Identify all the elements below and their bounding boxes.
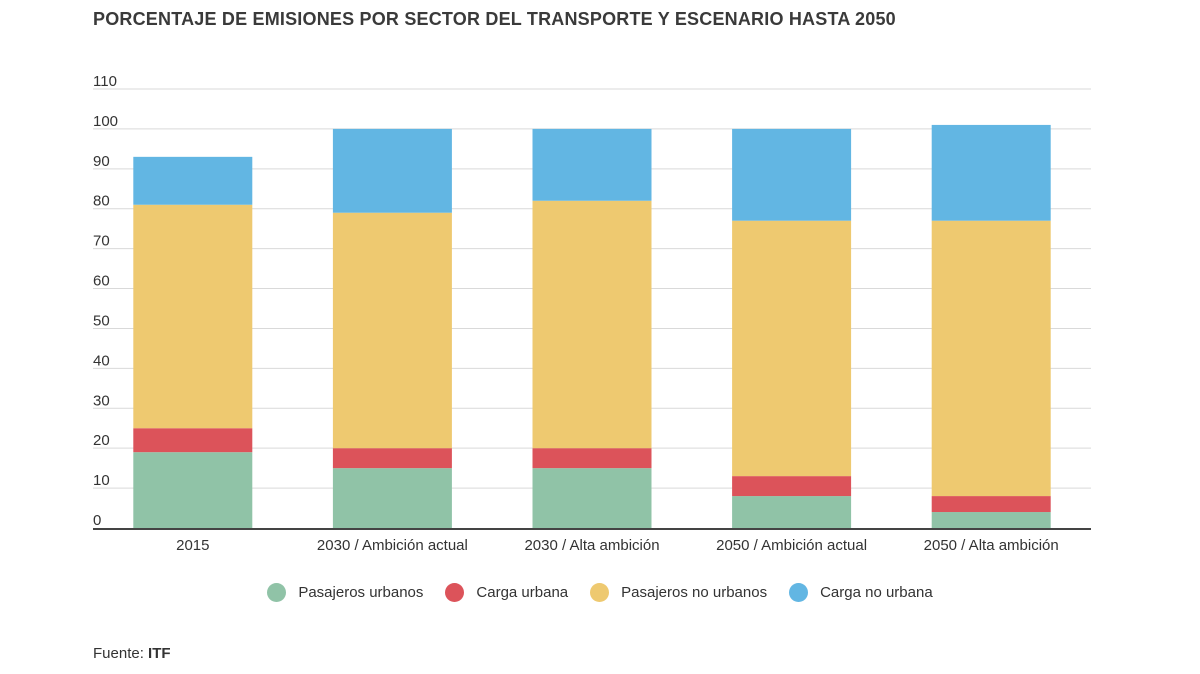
bar-segment [532,468,652,528]
y-tick-label: 70 [93,233,110,250]
y-tick-label: 40 [93,352,110,369]
legend-label: Carga no urbana [820,584,933,601]
y-tick-label: 100 [93,113,118,130]
bar-segment [532,448,652,469]
chart-title: PORCENTAJE DE EMISIONES POR SECTOR DEL T… [93,9,896,29]
bar-segment [931,124,1051,221]
y-tick-label: 60 [93,273,110,290]
bar-segment [931,496,1051,513]
bar-segment [332,468,452,528]
y-tick-label: 10 [93,472,110,489]
legend-label: Pasajeros urbanos [298,584,424,601]
x-tick-label: 2030 / Ambición actual [317,537,468,554]
source-note: Fuente: ITF [93,645,171,662]
legend-item: Pasajeros urbanos [267,583,423,602]
legend-label: Pasajeros no urbanos [621,584,768,601]
chart-legend: Pasajeros urbanos Carga urbana Pasajeros n… [0,583,1200,602]
bar-segment [133,428,253,453]
bar-segment [133,156,253,205]
y-tick-label: 90 [93,153,110,170]
legend-swatch [789,583,809,602]
bar-segment [332,128,452,213]
y-tick-label: 0 [93,512,101,529]
legend-item: Carga no urbana [789,583,933,602]
y-tick-label: 110 [93,73,117,90]
bar-segment [332,448,452,469]
bar-segment [133,452,253,528]
x-tick-label: 2030 / Alta ambición [524,537,659,554]
y-tick-label: 20 [93,432,110,449]
bar-segment [732,128,852,221]
bar-segment [732,496,852,528]
legend-swatch [445,583,465,602]
x-tick-label: 2050 / Alta ambición [924,537,1059,554]
y-tick-label: 80 [93,193,110,210]
bar-segment [931,512,1051,528]
legend-item: Carga urbana [445,583,568,602]
bar-segment [732,476,852,497]
source-label: Fuente: [93,645,144,662]
y-tick-label: 50 [93,312,110,329]
bar-segment [133,204,253,429]
x-tick-label: 2015 [176,537,209,554]
legend-label: Carga urbana [476,584,569,601]
bar-segment [931,220,1051,497]
bar-segment [332,212,452,449]
legend-item: Pasajeros no urbanos [590,583,767,602]
bar-segment [732,220,852,477]
source-value: ITF [148,645,171,662]
y-tick-label: 30 [93,392,110,409]
legend-swatch [590,583,610,602]
legend-swatch [267,583,287,602]
bar-segment [532,128,652,201]
bar-segment [532,200,652,449]
x-tick-label: 2050 / Ambición actual [716,537,867,554]
